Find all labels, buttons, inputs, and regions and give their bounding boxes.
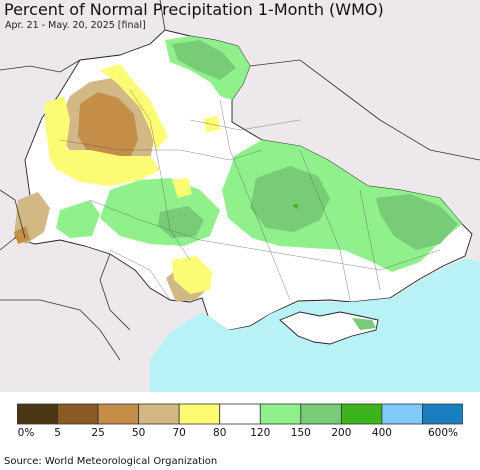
zone-150-200-east [250,166,330,232]
crimea-green [352,318,376,330]
legend-swatch [381,403,423,425]
neighbor-boundaries [0,0,480,361]
legend-swatch [340,403,383,425]
legend-label: 25 [91,427,105,439]
zone-150-200-far-east [376,194,458,250]
zone-200-400-dot [292,204,298,209]
legend-label: 5 [54,427,61,439]
legend-swatch [57,403,99,425]
legend-label: 150 [290,427,311,439]
legend-swatch [178,403,221,425]
legend-swatch [300,403,342,425]
legend-swatch [422,403,463,425]
legend-label: 80 [213,427,227,439]
oblast-boundaries [59,89,441,301]
zone-70-80-band [58,150,160,186]
zone-70-80-south [172,256,212,294]
legend-label: 50 [131,427,146,439]
source-credit: Source: World Meteorological Organizatio… [4,456,218,467]
legend-swatch [17,403,58,425]
zone-120-150-west [56,200,100,238]
legend-swatch [97,403,140,425]
legend-label: 200 [331,427,352,439]
legend-swatch [219,403,261,425]
map-subtitle: Apr. 21 - May. 20, 2025 [final] [5,20,146,31]
legend-label: 120 [250,427,271,439]
legend-label: 0% [17,427,35,439]
legend-label: 400 [371,427,392,439]
zone-70-80-north [100,64,168,150]
legend-colorbar [17,403,463,425]
zone-70-80-east-spot [204,116,220,132]
zone-150-200-north [172,40,236,80]
legend-label: 70 [172,427,186,439]
map-title: Percent of Normal Precipitation 1-Month … [4,0,384,19]
zone-70-80-spot [172,178,192,198]
zone-25-50-southwest [14,226,30,244]
legend-swatch [138,403,180,425]
zone-25-50-core [78,92,138,164]
legend-label: 600% [427,427,459,439]
legend-swatch [259,403,302,425]
